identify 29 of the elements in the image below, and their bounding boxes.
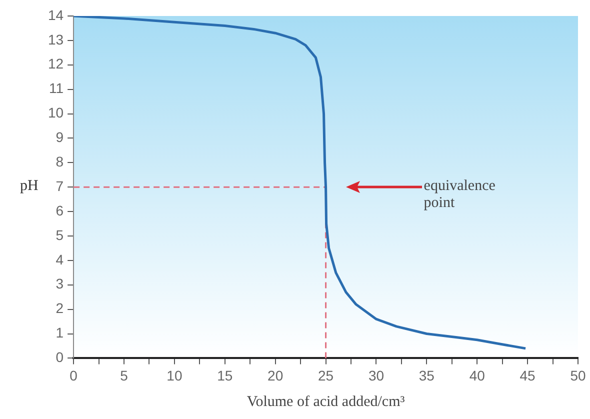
y-tick-label: 13 <box>48 31 64 48</box>
x-tick-label: 45 <box>520 367 536 384</box>
x-tick-label: 40 <box>469 367 486 384</box>
x-tick-label: 35 <box>418 367 435 384</box>
annotation: equivalence point <box>424 178 496 212</box>
y-tick-label: 5 <box>56 226 64 243</box>
x-tick-label: 10 <box>166 367 182 384</box>
y-tick-label: 9 <box>56 129 64 146</box>
y-tick-label: 12 <box>48 56 64 72</box>
y-tick-label: 1 <box>56 324 64 341</box>
y-tick-label: 3 <box>56 276 64 292</box>
x-tick-label: 30 <box>368 367 384 384</box>
y-tick-label: 11 <box>49 80 64 96</box>
y-tick-label: 0 <box>56 349 64 366</box>
x-tick-label: 15 <box>217 367 233 384</box>
x-tick-label: 5 <box>120 367 128 384</box>
y-tick-label: 14 <box>48 6 64 23</box>
x-tick-label: 50 <box>570 367 586 384</box>
y-tick-label: 4 <box>56 251 64 268</box>
x-tick-label: 25 <box>318 367 334 384</box>
y-tick-label: 10 <box>48 104 64 121</box>
x-tick-label: 0 <box>70 367 78 384</box>
y-axis-title: pH <box>20 178 38 196</box>
x-tick-label: 20 <box>268 367 284 384</box>
y-tick-label: 2 <box>56 300 64 316</box>
y-tick-label: 8 <box>56 154 64 170</box>
y-tick-label: 7 <box>56 178 64 194</box>
y-tick-label: 6 <box>56 202 64 218</box>
x-axis-title: Volume of acid added/cm³ <box>246 394 406 410</box>
